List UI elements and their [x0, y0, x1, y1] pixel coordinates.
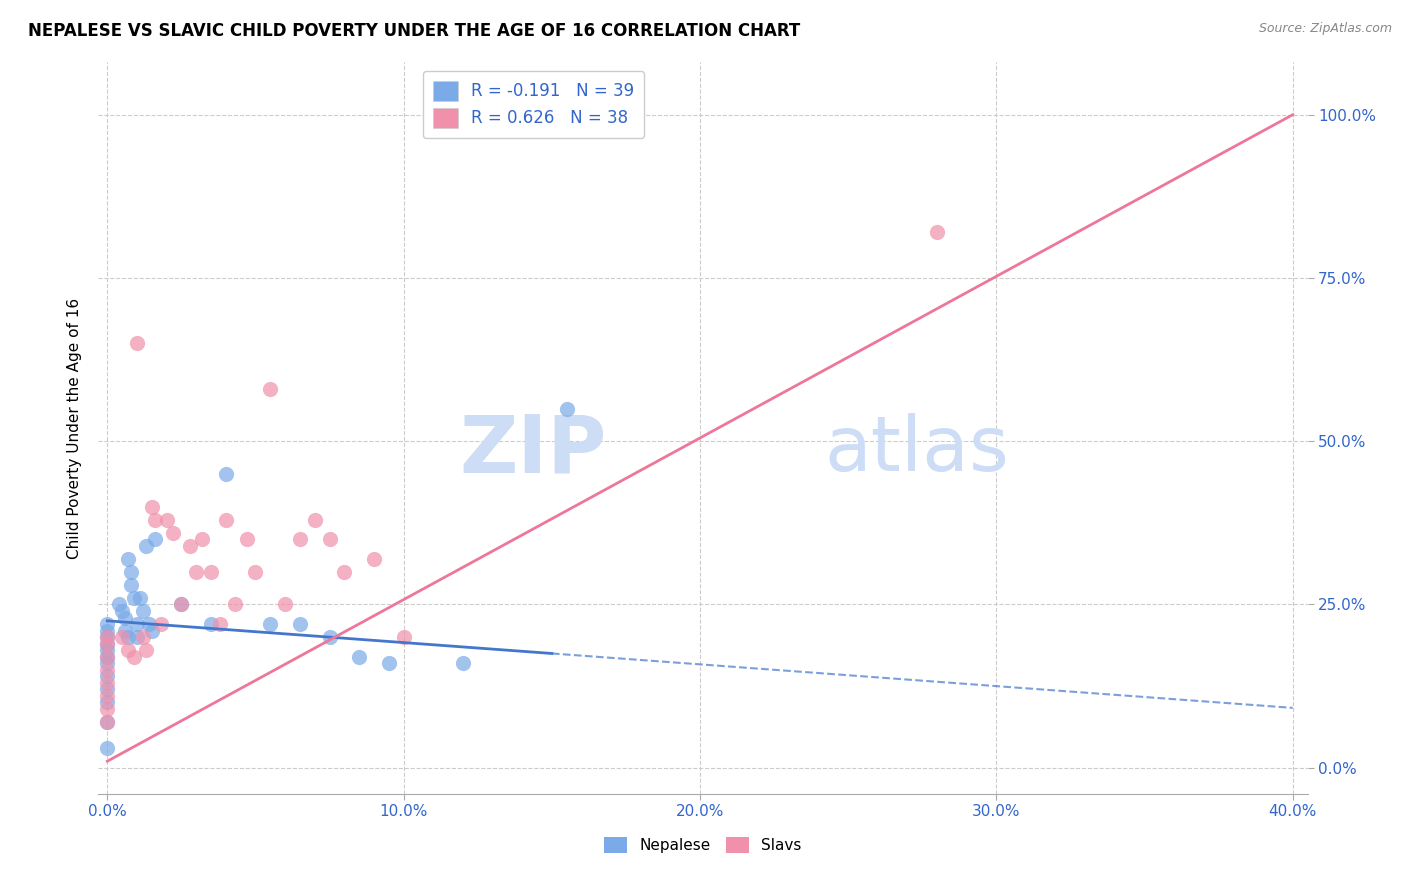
Point	[96, 702, 118, 716]
Point	[215, 512, 238, 526]
Y-axis label: Child Poverty Under the Age of 16: Child Poverty Under the Age of 16	[67, 298, 83, 558]
Point	[135, 539, 157, 553]
Point	[208, 617, 231, 632]
Point	[135, 643, 157, 657]
Point	[96, 617, 118, 632]
Point	[304, 512, 326, 526]
Point	[96, 669, 118, 683]
Point	[149, 617, 172, 632]
Point	[117, 643, 139, 657]
Point	[318, 630, 340, 644]
Point	[235, 532, 257, 546]
Point	[200, 617, 222, 632]
Point	[96, 682, 118, 697]
Point	[117, 551, 139, 566]
Point	[555, 401, 578, 416]
Point	[143, 512, 166, 526]
Point	[96, 657, 118, 671]
Point	[141, 624, 163, 638]
Point	[96, 741, 118, 756]
Text: NEPALESE VS SLAVIC CHILD POVERTY UNDER THE AGE OF 16 CORRELATION CHART: NEPALESE VS SLAVIC CHILD POVERTY UNDER T…	[28, 22, 800, 40]
Point	[170, 598, 193, 612]
Point	[125, 630, 148, 644]
Point	[96, 696, 118, 710]
Point	[155, 512, 177, 526]
Point	[129, 591, 152, 605]
Point	[191, 532, 214, 546]
Point	[122, 591, 145, 605]
Point	[274, 598, 297, 612]
Point	[111, 630, 134, 644]
Point	[162, 525, 184, 540]
Point	[318, 532, 340, 546]
Point	[224, 598, 246, 612]
Point	[122, 649, 145, 664]
Point	[215, 467, 238, 481]
Point	[259, 617, 281, 632]
Point	[200, 565, 222, 579]
Point	[378, 657, 401, 671]
Point	[96, 630, 118, 644]
Point	[186, 565, 208, 579]
Point	[96, 637, 118, 651]
Point	[179, 539, 201, 553]
Text: ZIP: ZIP	[458, 411, 606, 489]
Point	[170, 598, 193, 612]
Point	[132, 630, 155, 644]
Point	[451, 657, 474, 671]
Point	[245, 565, 267, 579]
Point	[333, 565, 356, 579]
Point	[143, 532, 166, 546]
Legend: Nepalese, Slavs: Nepalese, Slavs	[599, 831, 807, 859]
Point	[114, 610, 136, 624]
Point	[132, 604, 155, 618]
Point	[125, 617, 148, 632]
Point	[259, 382, 281, 396]
Point	[288, 532, 311, 546]
Point	[111, 604, 134, 618]
Point	[347, 649, 370, 664]
Point	[96, 649, 118, 664]
Point	[96, 714, 118, 729]
Point	[96, 630, 118, 644]
Point	[117, 630, 139, 644]
Point	[125, 336, 148, 351]
Point	[96, 714, 118, 729]
Point	[96, 624, 118, 638]
Point	[96, 663, 118, 677]
Point	[392, 630, 415, 644]
Point	[108, 598, 131, 612]
Point	[96, 676, 118, 690]
Point	[96, 643, 118, 657]
Point	[138, 617, 160, 632]
Point	[96, 637, 118, 651]
Point	[120, 578, 142, 592]
Point	[927, 225, 949, 239]
Point	[141, 500, 163, 514]
Point	[288, 617, 311, 632]
Point	[96, 689, 118, 703]
Point	[114, 624, 136, 638]
Point	[363, 551, 385, 566]
Text: Source: ZipAtlas.com: Source: ZipAtlas.com	[1258, 22, 1392, 36]
Text: atlas: atlas	[824, 413, 1008, 487]
Point	[120, 565, 142, 579]
Point	[96, 649, 118, 664]
